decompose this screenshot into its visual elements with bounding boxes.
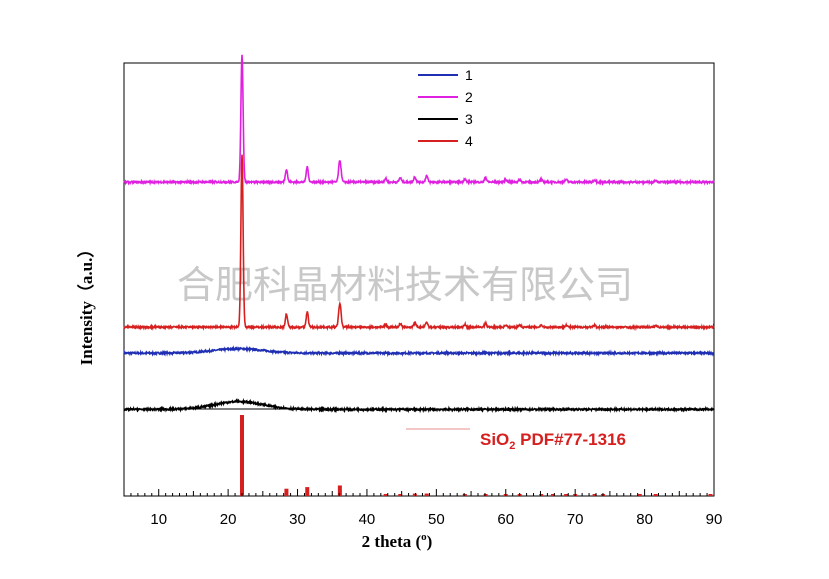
reference-peak [592, 494, 597, 496]
x-axis-title: 2 theta (o) [362, 531, 433, 551]
legend: 1 2 3 4 [418, 67, 473, 149]
series-line-2 [123, 54, 715, 187]
reference-peak [539, 494, 544, 496]
reference-label: SiO2 PDF#77-1316 [480, 430, 626, 452]
series-line-1 [123, 345, 715, 358]
legend-label-3: 3 [465, 111, 473, 127]
x-tick-label: 60 [497, 511, 514, 528]
reference-peak [550, 494, 555, 496]
x-ticks: 10 20 30 40 50 60 70 80 90 [123, 489, 723, 528]
reference-peak [240, 415, 244, 496]
plot-frame [123, 62, 715, 497]
x-tick-label: 80 [636, 511, 653, 528]
watermark-text: 合肥科晶材料技术有限公司 [177, 263, 633, 307]
reference-layer [240, 415, 713, 496]
series-line-4 [123, 154, 715, 332]
x-tick-label: 30 [289, 511, 306, 528]
reference-peak [305, 487, 310, 496]
reference-peak [708, 494, 713, 496]
series-layer [123, 54, 715, 414]
reference-peak [284, 488, 289, 496]
reference-peak [483, 494, 488, 496]
x-tick-label: 70 [567, 511, 584, 528]
reference-peak [564, 494, 569, 496]
reference-peak [337, 485, 342, 496]
legend-label-2: 2 [465, 89, 473, 105]
reference-label-pdf: PDF#77-1316 [515, 430, 626, 449]
x-tick-label: 40 [359, 511, 376, 528]
reference-peak [653, 494, 658, 496]
reference-peak [383, 494, 388, 496]
x-tick-label: 20 [220, 511, 237, 528]
reference-peak [412, 493, 417, 496]
x-axis-title-degree: o [421, 531, 427, 543]
y-axis-title: Intensity（a.u.） [76, 241, 96, 366]
reference-peak [637, 494, 642, 496]
x-tick-label: 90 [706, 511, 723, 528]
reference-label-subscript: 2 [509, 440, 515, 452]
x-tick-label: 50 [428, 511, 445, 528]
legend-label-1: 1 [465, 67, 473, 83]
series-line-3 [123, 397, 715, 414]
reference-peak [424, 493, 429, 496]
reference-peak [398, 494, 403, 496]
reference-peak [462, 494, 467, 496]
x-tick-label: 10 [150, 511, 167, 528]
legend-label-4: 4 [465, 133, 473, 149]
x-axis-title-close: ) [427, 532, 433, 551]
